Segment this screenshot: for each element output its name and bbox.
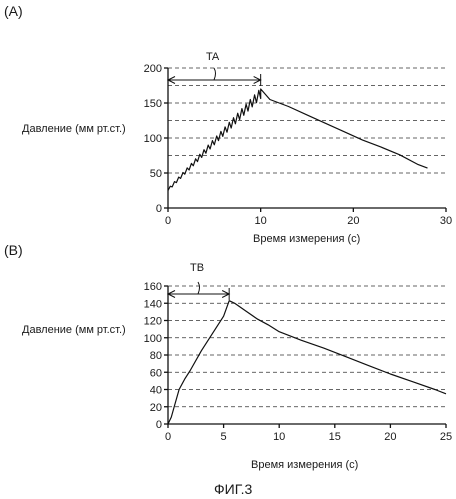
y-axis-label-b: Давление (мм рт.ст.) [22,324,126,336]
grid-a [168,68,448,173]
y-tick-label-b-6: 120 [144,316,162,328]
grid-b [168,286,448,407]
interval-label-a: TA [206,51,220,63]
x-tick-label-b-4: 20 [384,431,396,443]
y-tick-label-b-0: 0 [156,419,162,431]
x-tick-label-b-5: 25 [440,431,452,443]
y-tick-label-a-1: 50 [150,168,162,180]
x-axis-label-b: Время измерения (с) [251,459,358,471]
x-tick-label-a-2: 20 [347,215,359,227]
y-tick-label-b-7: 140 [144,298,162,310]
interval-leader-a [214,68,216,80]
interval-leader-b [198,282,200,294]
y-axis-label-a: Давление (мм рт.ст.) [22,123,126,135]
chart-a: (A) 0 50 100 150 200 0 10 20 30 TA Давление (мм … [4,3,452,245]
y-tick-label-b-2: 40 [150,385,162,397]
y-tick-label-a-2: 100 [144,133,162,145]
x-tick-label-b-0: 0 [165,431,171,443]
interval-label-b: TB [190,262,204,274]
y-tick-label-b-3: 60 [150,367,162,379]
x-tick-label-b-2: 10 [273,431,285,443]
ticks-a: 0 50 100 150 200 0 10 20 30 [144,63,452,227]
y-tick-label-a-0: 0 [156,203,162,215]
series-line-a [168,89,428,191]
y-tick-label-b-8: 160 [144,281,162,293]
x-tick-label-a-1: 10 [255,215,267,227]
y-tick-label-b-1: 20 [150,402,162,414]
x-tick-label-b-1: 5 [221,431,227,443]
ticks-b: 0 20 40 60 80 100 120 140 160 0 5 10 15 20 25 [144,281,452,443]
figure-caption: ФИГ.3 [214,481,252,497]
y-tick-label-a-3: 150 [144,98,162,110]
interval-arrow-b [168,282,229,300]
interval-arrow-a [168,68,261,86]
x-axis-label-a: Время измерения (с) [253,233,360,245]
x-tick-label-b-3: 15 [329,431,341,443]
y-tick-label-a-4: 200 [144,63,162,75]
x-tick-label-a-0: 0 [165,215,171,227]
chart-b: (B) 0 20 40 60 80 100 120 140 160 0 5 10 15 20 25 TB Д… [4,242,452,471]
panel-label-b: (B) [4,242,23,258]
y-tick-label-b-5: 100 [144,333,162,345]
y-tick-label-b-4: 80 [150,350,162,362]
panel-label-a: (A) [4,3,23,19]
series-line-b [168,301,446,424]
x-tick-label-a-3: 30 [440,215,452,227]
